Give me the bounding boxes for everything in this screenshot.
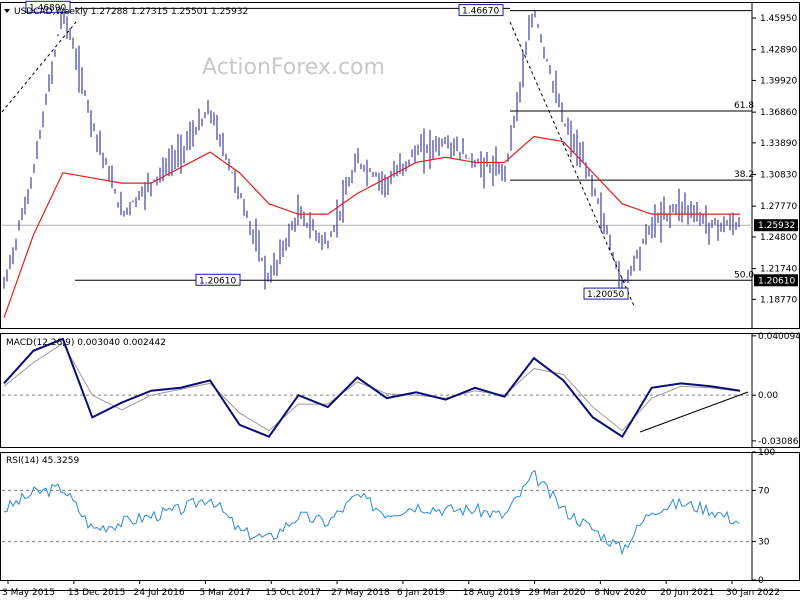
x-tick-label: 29 Mar 2020 <box>529 588 586 598</box>
x-tick-label: 6 Jan 2019 <box>397 588 445 598</box>
price-y-tick-label: 1.27770 <box>760 202 797 212</box>
price-y-tick-label: 1.18770 <box>760 295 797 305</box>
annotation-box <box>583 287 629 300</box>
price-panel-title: USDCAD,Weekly 1.27288 1.27315 1.25501 1.… <box>14 7 248 17</box>
rsi-y-tick-label: 0 <box>758 576 764 586</box>
macd-y-tick-label: -0.03086 <box>758 437 799 447</box>
price-y-tick-label: 1.36860 <box>760 108 797 118</box>
fib-level-label: 50.0 <box>734 270 754 280</box>
price-y-tick-label: 1.24800 <box>760 233 797 243</box>
panel-frame-macd <box>0 333 800 448</box>
ma-line <box>3 135 740 318</box>
x-tick-label: 20 Jun 2021 <box>660 588 714 598</box>
annotation-label: 1.46890 <box>29 3 66 13</box>
fib-level-label: 38.2 <box>734 170 754 180</box>
rsi-y-tick-label: 100 <box>758 448 775 458</box>
x-tick-label: 18 Aug 2019 <box>463 588 521 598</box>
overlay-layer: 61.8 38.2 50.0 ActionForex.com 1.46890 1.4667… <box>1 0 754 433</box>
x-tick-label: 24 Jul 2016 <box>134 588 185 598</box>
trend-line-dashed <box>1 21 77 113</box>
x-tick-label: 3 May 2015 <box>2 588 55 598</box>
fib-level-label: 61.8 <box>734 101 754 111</box>
panel-frame-rsi <box>0 452 800 581</box>
x-tick-label: 15 Oct 2017 <box>265 588 321 598</box>
macd-panel-title: MACD(12,26,9) 0.003040 0.002442 <box>6 338 166 348</box>
x-tick-label: 13 Dec 2015 <box>68 588 126 598</box>
macd-y-tick-label: 0.00 <box>758 391 778 401</box>
price-y-tick-label: 1.30830 <box>760 171 797 181</box>
macd-y-tick-label: 0.040094 <box>758 332 800 342</box>
rsi-y-tick-label: 30 <box>758 538 770 548</box>
axes-layer: 1.45950 1.42890 1.39920 1.36860 1.33890 1.308… <box>2 7 800 598</box>
price-y-tick-label: 1.42890 <box>760 46 797 56</box>
x-tick-label: 8 Nov 2020 <box>594 588 646 598</box>
watermark: ActionForex.com <box>202 55 385 80</box>
macd-trend-line <box>639 391 749 433</box>
support-price-tag <box>754 274 798 287</box>
trend-line-dashed <box>509 21 636 309</box>
annotation-label: 1.20050 <box>587 290 624 300</box>
annotation-label: 1.20610 <box>199 276 236 286</box>
x-tick-label: 5 Mar 2017 <box>199 588 250 598</box>
grid-lines <box>2 7 752 543</box>
current-price-value: 1.25932 <box>758 221 795 231</box>
annotation-label: 1.46670 <box>462 7 499 17</box>
rsi-panel-title: RSI(14) 45.3259 <box>6 456 79 466</box>
x-tick-label: 30 Jan 2022 <box>726 588 780 598</box>
support-price-value: 1.20610 <box>758 276 795 286</box>
price-y-tick-label: 1.33890 <box>760 139 797 149</box>
annotation-box <box>458 4 504 17</box>
annotation-box <box>25 0 71 13</box>
current-price-tag <box>754 219 798 232</box>
rsi-y-tick-label: 70 <box>758 486 770 496</box>
price-y-tick-label: 1.45950 <box>760 14 797 24</box>
series-layer <box>3 4 741 556</box>
macd-line <box>3 337 741 439</box>
price-y-tick-label: 1.21740 <box>760 265 797 275</box>
rsi-line <box>3 469 740 556</box>
annotation-box <box>195 273 241 286</box>
price-y-tick-label: 1.39920 <box>760 76 797 86</box>
dropdown-icon <box>4 9 10 13</box>
x-tick-label: 27 May 2018 <box>331 588 390 598</box>
